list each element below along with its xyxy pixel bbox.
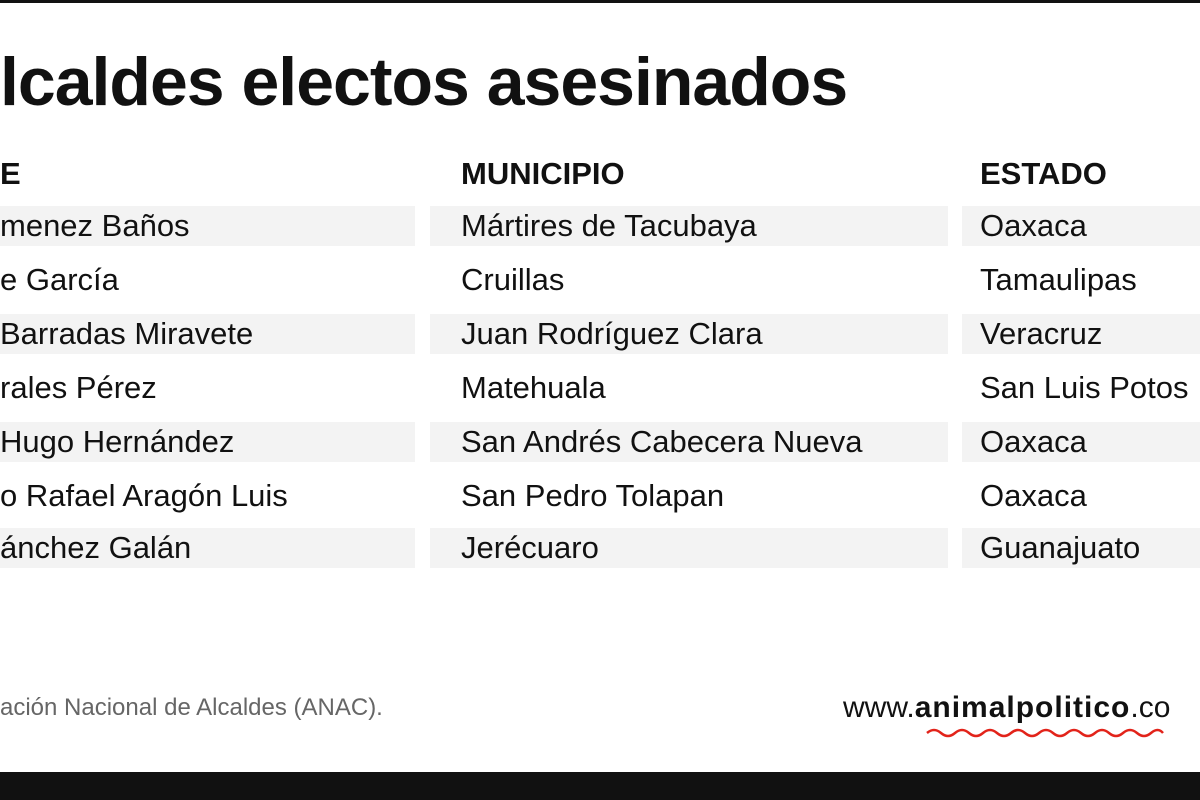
column-header: ESTADO <box>980 156 1107 191</box>
cell: Cruillas <box>461 262 565 297</box>
cell: Guanajuato <box>980 530 1141 565</box>
brand-suffix: .co <box>1130 691 1171 724</box>
cell: ánchez Galán <box>0 530 192 565</box>
cell: Jerécuaro <box>461 530 599 565</box>
row-background <box>0 528 415 568</box>
cell: rales Pérez <box>0 370 157 405</box>
cell: Barradas Miravete <box>0 316 254 351</box>
cell: Hugo Hernández <box>0 424 235 459</box>
brand-prefix: www. <box>843 691 915 724</box>
brand: www.animalpolitico.co <box>843 690 1170 726</box>
top-rule <box>0 0 1200 3</box>
wavy-line <box>926 728 1164 738</box>
cell: Oaxaca <box>980 208 1087 243</box>
cell: Juan Rodríguez Clara <box>461 316 763 351</box>
row-background <box>962 206 1200 246</box>
source: ación Nacional de Alcaldes (ANAC). <box>0 694 383 721</box>
cell: o Rafael Aragón Luis <box>0 478 288 513</box>
title: lcaldes electos asesinados <box>0 44 848 120</box>
row-background <box>0 422 415 462</box>
cell: Tamaulipas <box>980 262 1137 297</box>
row-background <box>0 314 415 354</box>
column-header: E <box>0 156 21 191</box>
cell: Oaxaca <box>980 424 1087 459</box>
row-background <box>0 206 415 246</box>
cell: e García <box>0 262 119 297</box>
bottom-band <box>0 772 1200 800</box>
row-background <box>430 206 948 246</box>
row-background <box>430 422 948 462</box>
row-background <box>430 528 948 568</box>
brand-underline <box>926 728 1164 738</box>
brand-name: animalpolitico <box>914 691 1131 724</box>
cell: San Andrés Cabecera Nueva <box>461 424 863 459</box>
row-background <box>430 314 948 354</box>
row-background <box>962 528 1200 568</box>
cell: San Pedro Tolapan <box>461 478 725 513</box>
cell: menez Baños <box>0 208 190 243</box>
column-header: MUNICIPIO <box>461 156 625 191</box>
row-background <box>962 314 1200 354</box>
cell: Oaxaca <box>980 478 1087 513</box>
cell: Matehuala <box>461 370 606 405</box>
cell: San Luis Potos <box>980 370 1189 405</box>
cell: Mártires de Tacubaya <box>461 208 757 243</box>
row-background <box>962 422 1200 462</box>
cell: Veracruz <box>980 316 1103 351</box>
